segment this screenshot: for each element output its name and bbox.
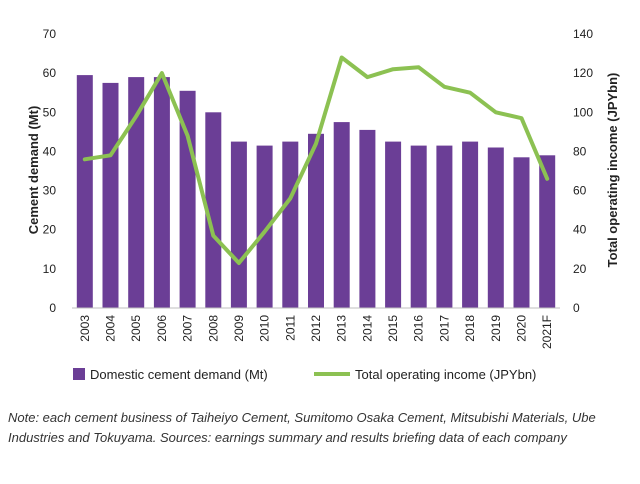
bar-2008 (205, 112, 222, 308)
footnote: Note: each cement business of Taiheiyo C… (8, 410, 596, 445)
bar-series (76, 75, 556, 309)
x-tick-label: 2003 (78, 315, 92, 342)
bar-2016 (410, 145, 427, 308)
y2-tick-label: 40 (573, 223, 587, 237)
y2-tick-label: 20 (573, 262, 587, 276)
right-axis-title: Total operating income (JPYbn) (605, 73, 620, 268)
bar-2005 (128, 77, 145, 308)
bar-2006 (153, 77, 170, 308)
line-series (82, 55, 550, 265)
bar-2014 (359, 129, 376, 308)
x-tick-label: 2014 (360, 315, 374, 342)
y-tick-label: 0 (49, 301, 56, 315)
y2-tick-label: 80 (573, 144, 587, 158)
bar-2012 (308, 133, 324, 308)
x-tick-label: 2011 (283, 315, 297, 341)
y-tick-label: 50 (43, 105, 57, 119)
x-tick-label: 2004 (104, 315, 118, 342)
legend-swatch-bar (73, 368, 85, 380)
y-tick-label: 60 (43, 66, 57, 80)
bar-2018 (462, 141, 479, 308)
bar-2020 (513, 157, 530, 308)
x-tick-label: 2010 (258, 315, 272, 342)
left-axis-ticks: 0 10 20 30 40 50 60 70 (43, 27, 57, 315)
y2-tick-label: 120 (573, 66, 593, 80)
x-tick-label: 2015 (386, 315, 400, 342)
bar-2015 (385, 141, 402, 308)
x-tick-label: 2018 (463, 315, 477, 342)
right-axis-ticks: 0 20 40 60 80 100 120 140 (573, 27, 593, 315)
x-axis-ticks: 2003 2004 2005 2006 2007 2008 2009 2010 2011 2012… (78, 315, 554, 349)
x-tick-label: 2007 (181, 315, 195, 342)
left-axis-title: Cement demand (Mt) (26, 106, 41, 235)
bar-2021F (539, 155, 556, 308)
x-tick-label: 2009 (232, 315, 246, 342)
legend-label-bar: Domestic cement demand (Mt) (90, 367, 268, 382)
bar-2013 (333, 122, 350, 308)
bar-2011 (282, 141, 299, 308)
x-tick-label: 2008 (206, 315, 220, 342)
y2-tick-label: 60 (573, 184, 587, 198)
x-tick-label: 2013 (335, 315, 349, 342)
legend: Domestic cement demand (Mt) Total operat… (73, 367, 536, 382)
y-tick-label: 30 (43, 184, 57, 198)
bar-2003 (76, 75, 93, 308)
x-tick-label: 2005 (129, 315, 143, 342)
x-tick-label: 2019 (489, 315, 503, 342)
x-tick-label: 2012 (309, 315, 323, 342)
y2-tick-label: 0 (573, 301, 580, 315)
bar-2009 (230, 141, 247, 308)
x-tick-label: 2017 (437, 315, 451, 342)
y-tick-label: 70 (43, 27, 57, 41)
bar-2004 (102, 82, 119, 309)
x-tick-label: 2016 (412, 315, 426, 342)
x-tick-label: 2020 (515, 315, 529, 342)
x-tick-label: 2006 (155, 315, 169, 342)
x-tick-label: 2021F (540, 315, 554, 349)
bar-2019 (487, 147, 504, 308)
legend-label-line: Total operating income (JPYbn) (355, 367, 536, 382)
y-tick-label: 40 (43, 144, 57, 158)
bar-2010 (256, 145, 273, 308)
y2-tick-label: 140 (573, 27, 593, 41)
y-tick-label: 10 (43, 262, 57, 276)
y-tick-label: 20 (43, 223, 57, 237)
bar-2017 (436, 145, 453, 308)
y2-tick-label: 100 (573, 105, 593, 119)
